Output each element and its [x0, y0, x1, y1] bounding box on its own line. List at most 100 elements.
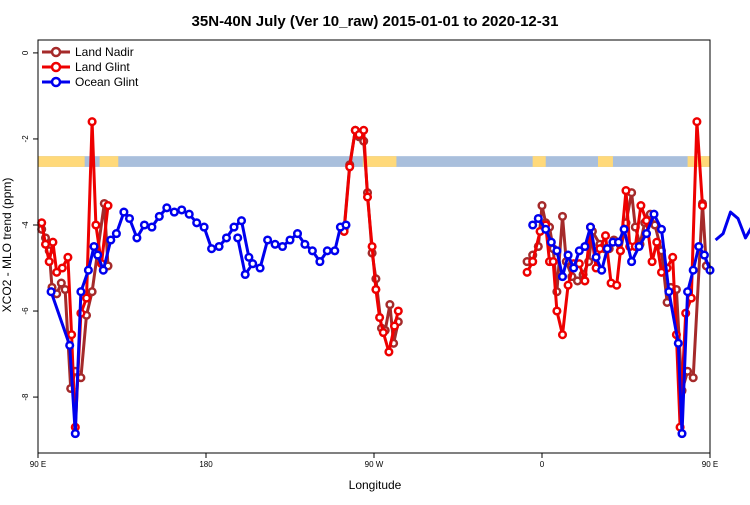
data-point-ocean-glint [244, 252, 254, 262]
data-point-land-glint [552, 306, 562, 316]
legend-label-ocean-glint: Ocean Glint [75, 75, 139, 89]
series-line-ocean-glint [714, 210, 750, 242]
data-point-land-glint [595, 244, 605, 254]
data-point-ocean-glint [683, 287, 693, 297]
x-tick-label: 90 W [365, 460, 384, 469]
data-point-land-glint [621, 186, 631, 196]
data-point-land-glint [371, 284, 381, 295]
data-point-ocean-glint [207, 244, 217, 254]
data-point-land-glint [641, 216, 652, 226]
data-point-land-glint [697, 201, 708, 211]
data-point-land-glint [528, 257, 538, 267]
data-point-ocean-glint [177, 205, 187, 215]
data-point-ocean-glint [557, 272, 568, 282]
data-point-land-glint [557, 330, 568, 340]
data-point-land-nadir [688, 373, 698, 383]
data-point-ocean-glint [585, 222, 596, 232]
data-point-ocean-glint [341, 220, 351, 230]
data-point-land-glint [580, 276, 590, 286]
data-point-ocean-glint [98, 265, 108, 275]
data-point-ocean-glint [580, 241, 590, 252]
data-point-land-glint [384, 347, 394, 357]
data-point-ocean-glint [649, 209, 659, 219]
y-tick-label: -8 [21, 393, 30, 401]
data-point-ocean-glint [330, 246, 340, 256]
data-point-ocean-glint [214, 241, 224, 252]
data-point-ocean-glint [574, 246, 584, 256]
data-point-land-nadir [60, 284, 70, 295]
data-point-ocean-glint [634, 241, 644, 252]
surface-band-land-segment [598, 156, 613, 167]
data-point-ocean-glint [641, 229, 652, 239]
data-point-ocean-glint [184, 209, 194, 219]
legend-marker-land-nadir [50, 46, 62, 58]
data-point-ocean-glint [602, 244, 612, 254]
data-point-ocean-glint [106, 235, 116, 245]
data-point-ocean-glint [673, 338, 683, 348]
surface-band-land-segment [362, 156, 397, 167]
data-point-land-glint [345, 162, 355, 172]
data-point-land-glint [548, 257, 558, 267]
data-point-ocean-glint [119, 207, 129, 217]
data-point-land-glint [692, 117, 702, 127]
y-tick-label: -6 [21, 307, 30, 315]
data-point-land-glint [647, 257, 657, 267]
data-point-land-glint [52, 267, 62, 277]
x-tick-label: 90 E [702, 460, 718, 469]
data-point-ocean-glint [322, 246, 332, 256]
data-point-land-glint [63, 252, 73, 262]
data-point-ocean-glint [613, 237, 624, 247]
data-point-ocean-glint [307, 246, 317, 256]
data-point-land-glint [367, 241, 377, 252]
surface-band-land-segment [532, 156, 546, 167]
legend-label-land-glint: Land Glint [75, 60, 130, 74]
data-point-land-glint [615, 246, 625, 256]
y-tick-label: 0 [21, 50, 30, 55]
data-point-ocean-glint [199, 222, 209, 232]
data-point-ocean-glint [132, 233, 142, 243]
data-point-ocean-glint [656, 224, 667, 234]
data-point-ocean-glint [619, 224, 629, 234]
data-point-ocean-glint [694, 241, 704, 252]
data-point-land-glint [375, 312, 385, 323]
data-point-ocean-glint [591, 252, 601, 262]
data-point-ocean-glint [300, 239, 310, 249]
data-point-ocean-glint [229, 222, 239, 232]
legend-marker-ocean-glint [50, 76, 62, 88]
y-tick-label: -2 [21, 135, 30, 143]
data-point-ocean-glint [111, 229, 121, 239]
data-point-ocean-glint [677, 429, 687, 439]
data-point-ocean-glint [154, 211, 164, 221]
data-point-ocean-glint [46, 287, 56, 297]
data-point-ocean-glint [192, 218, 202, 228]
data-point-land-glint [652, 237, 662, 247]
x-tick-label: 180 [199, 460, 213, 469]
legend-label-land-nadir: Land Nadir [75, 45, 134, 59]
legend-marker-land-glint [50, 61, 62, 73]
data-point-land-glint [67, 330, 77, 340]
data-point-ocean-glint [699, 250, 709, 260]
x-tick-label: 90 E [30, 460, 46, 469]
plot-area: 90 E 180 90 W 0 90 E 0 -2 -4 -6 -8 Land NadirLand … [21, 39, 750, 469]
data-point-land-glint [81, 293, 92, 303]
x-tick-label: 0 [540, 460, 545, 469]
data-point-ocean-glint [569, 263, 579, 273]
data-point-land-glint [362, 192, 373, 202]
data-point-ocean-glint [65, 340, 75, 350]
data-point-land-glint [103, 201, 113, 211]
data-point-ocean-glint [627, 257, 637, 267]
data-point-ocean-glint [233, 233, 243, 243]
data-point-land-glint [44, 257, 54, 267]
data-point-ocean-glint [147, 222, 157, 232]
data-point-land-glint [57, 263, 67, 273]
data-point-land-glint [91, 220, 101, 230]
y-tick-label: -4 [21, 221, 30, 229]
data-point-land-glint [389, 321, 400, 331]
data-point-ocean-glint [533, 213, 543, 224]
data-point-land-nadir [87, 287, 97, 297]
data-point-ocean-glint [263, 235, 273, 245]
x-axis-label: Longitude [349, 478, 402, 492]
data-point-land-nadir [537, 201, 547, 211]
data-point-ocean-glint [89, 241, 99, 252]
